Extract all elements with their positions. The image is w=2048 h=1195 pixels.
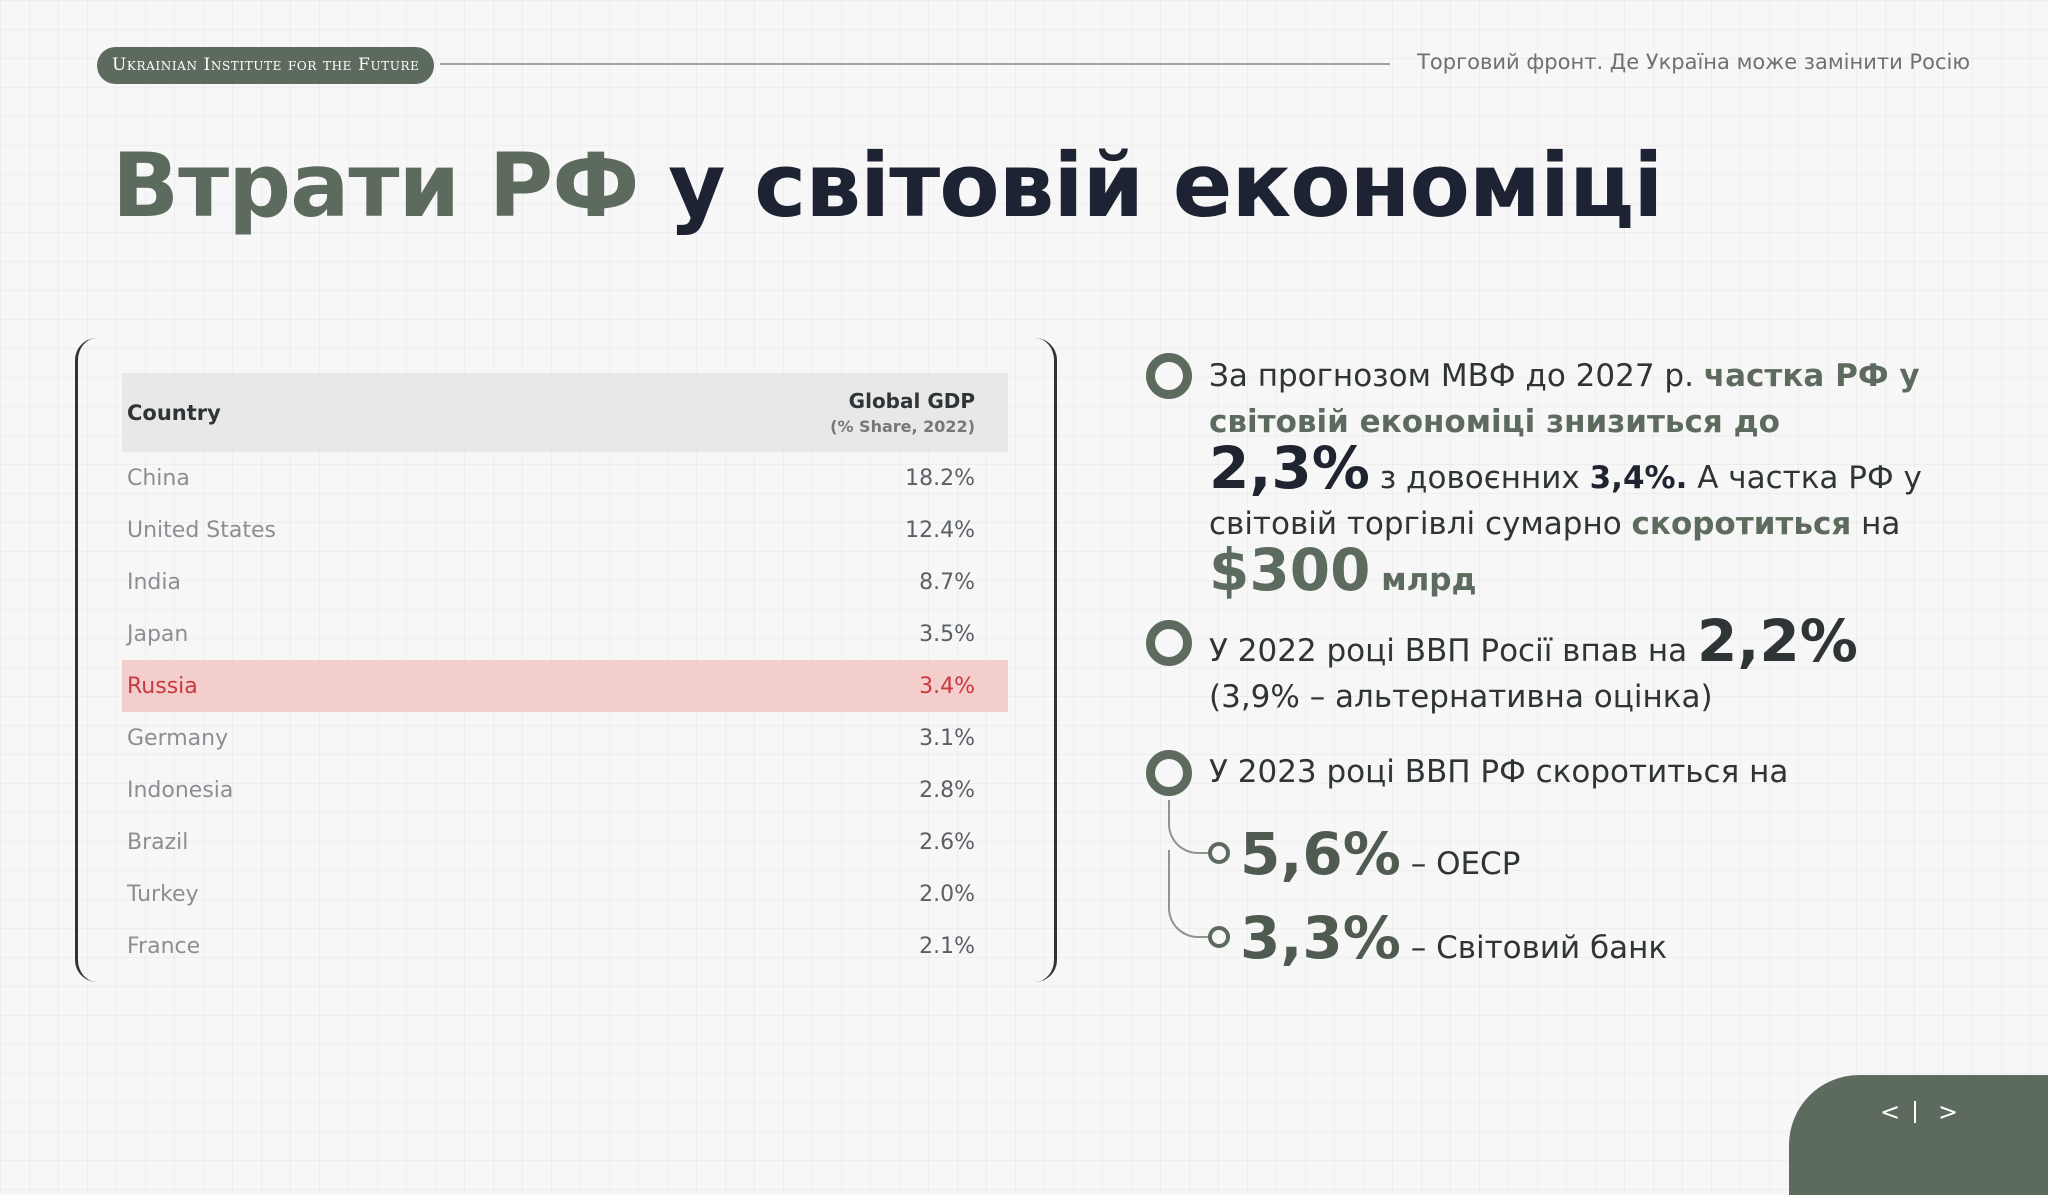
bullet-ring-icon	[1146, 353, 1192, 399]
bullet-ring-icon	[1146, 620, 1192, 666]
prev-slide-button[interactable]: <	[1880, 1098, 1901, 1126]
nav-pad	[1789, 1075, 2048, 1195]
country-cell: China	[127, 465, 190, 491]
header-subtitle: Торговий фронт. Де Україна може замінити…	[1417, 50, 1970, 74]
bullet-text: на	[1851, 506, 1901, 542]
gdp-cell: 18.2%	[905, 465, 975, 491]
header-divider	[440, 63, 1390, 65]
bullet-gdp-2022: У 2022 році ВВП Росії впав на 2,2% (3,9% …	[1209, 612, 1969, 720]
gdp-cell: 3.5%	[919, 621, 975, 647]
sub-bullet-label: – ОЕСР	[1400, 846, 1521, 882]
country-cell: Brazil	[127, 829, 189, 855]
gdp-cell: 12.4%	[905, 517, 975, 543]
sub-bullet-label: – Світовий банк	[1400, 930, 1668, 966]
col-header-country: Country	[127, 400, 221, 425]
country-cell: France	[127, 933, 201, 959]
page-title: Втрати РФ у світовій економіці	[112, 134, 1663, 237]
gdp-cell: 8.7%	[919, 569, 975, 595]
country-cell: Japan	[127, 621, 189, 647]
bullet-highlight: 3,4%.	[1589, 460, 1688, 496]
bullet-text: За прогнозом МВФ до 2027 р.	[1209, 358, 1704, 394]
country-cell: Indonesia	[127, 777, 234, 803]
bullet-highlight: скоротиться	[1631, 506, 1852, 542]
table-row: France 2.1%	[122, 920, 1008, 972]
gdp-cell: 2.0%	[919, 881, 975, 907]
country-cell: Russia	[122, 660, 570, 712]
table-row: United States 12.4%	[122, 504, 1008, 556]
table-row: India 8.7%	[122, 556, 1008, 608]
table-row: Japan 3.5%	[122, 608, 1008, 660]
table-frame	[75, 338, 1057, 982]
brand-logo: Ukrainian Institute for the Future	[97, 47, 435, 84]
sub-bullet-value: 5,6%	[1240, 820, 1401, 888]
table-row: Indonesia 2.8%	[122, 764, 1008, 816]
bullet-gdp-2023: У 2023 році ВВП РФ скоротиться на	[1209, 754, 1789, 790]
country-cell: Turkey	[127, 881, 199, 907]
bullet-big-value: 2,3%	[1209, 434, 1370, 502]
table-row: Turkey 2.0%	[122, 868, 1008, 920]
col-header-gdp-label: Global GDP	[848, 389, 975, 413]
nav-divider	[1914, 1101, 1916, 1123]
sub-bullet-value: 3,3%	[1240, 904, 1401, 972]
connector-line	[1168, 850, 1218, 938]
country-cell: Germany	[127, 725, 229, 751]
bullet-text: з довоєнних	[1369, 460, 1590, 496]
sub-bullet-ring-icon	[1208, 842, 1230, 864]
col-header-gdp: Global GDP (% Share, 2022)	[570, 373, 1008, 452]
table-row: Germany 3.1%	[122, 712, 1008, 764]
gdp-cell: 2.1%	[919, 933, 975, 959]
bullet-highlight: млрд	[1370, 562, 1477, 598]
col-header-gdp-sublabel: (% Share, 2022)	[830, 417, 975, 436]
table-row-highlighted: Russia 3.4%	[122, 660, 1008, 712]
bullet-text: У 2022 році ВВП Росії впав на	[1209, 633, 1697, 669]
title-rest: у світовій економіці	[668, 134, 1663, 237]
table-row: Brazil 2.6%	[122, 816, 1008, 868]
bullet-big-value: 2,2%	[1696, 607, 1858, 675]
bullet-big-value: $300	[1209, 536, 1371, 604]
bullet-highlight: частка РФ у світовій економіці знизиться…	[1209, 358, 1920, 440]
title-accent: Втрати РФ	[112, 134, 640, 237]
bullet-ring-icon	[1146, 750, 1192, 796]
bullet-text: А частка РФ у світовій торгівлі сумарно	[1209, 460, 1922, 542]
table-row: China 18.2%	[122, 452, 1008, 504]
next-slide-button[interactable]: >	[1938, 1098, 1959, 1126]
sub-bullet-world-bank: 3,3% – Світовий банк	[1240, 904, 1667, 972]
sub-bullet-ring-icon	[1208, 926, 1230, 948]
gdp-cell: 3.1%	[919, 725, 975, 751]
gdp-table: Country Global GDP (% Share, 2022) China…	[122, 373, 1008, 972]
gdp-cell: 2.8%	[919, 777, 975, 803]
bullet-text: (3,9% – альтернативна оцінка)	[1209, 679, 1713, 715]
country-cell: India	[127, 569, 181, 595]
bullet-imf-forecast: За прогнозом МВФ до 2027 р. частка РФ у …	[1209, 353, 1989, 603]
gdp-cell: 2.6%	[919, 829, 975, 855]
country-cell: United States	[127, 517, 276, 543]
sub-bullet-oecd: 5,6% – ОЕСР	[1240, 820, 1520, 888]
gdp-cell: 3.4%	[569, 660, 1008, 712]
table-header-row: Country Global GDP (% Share, 2022)	[122, 373, 1008, 452]
